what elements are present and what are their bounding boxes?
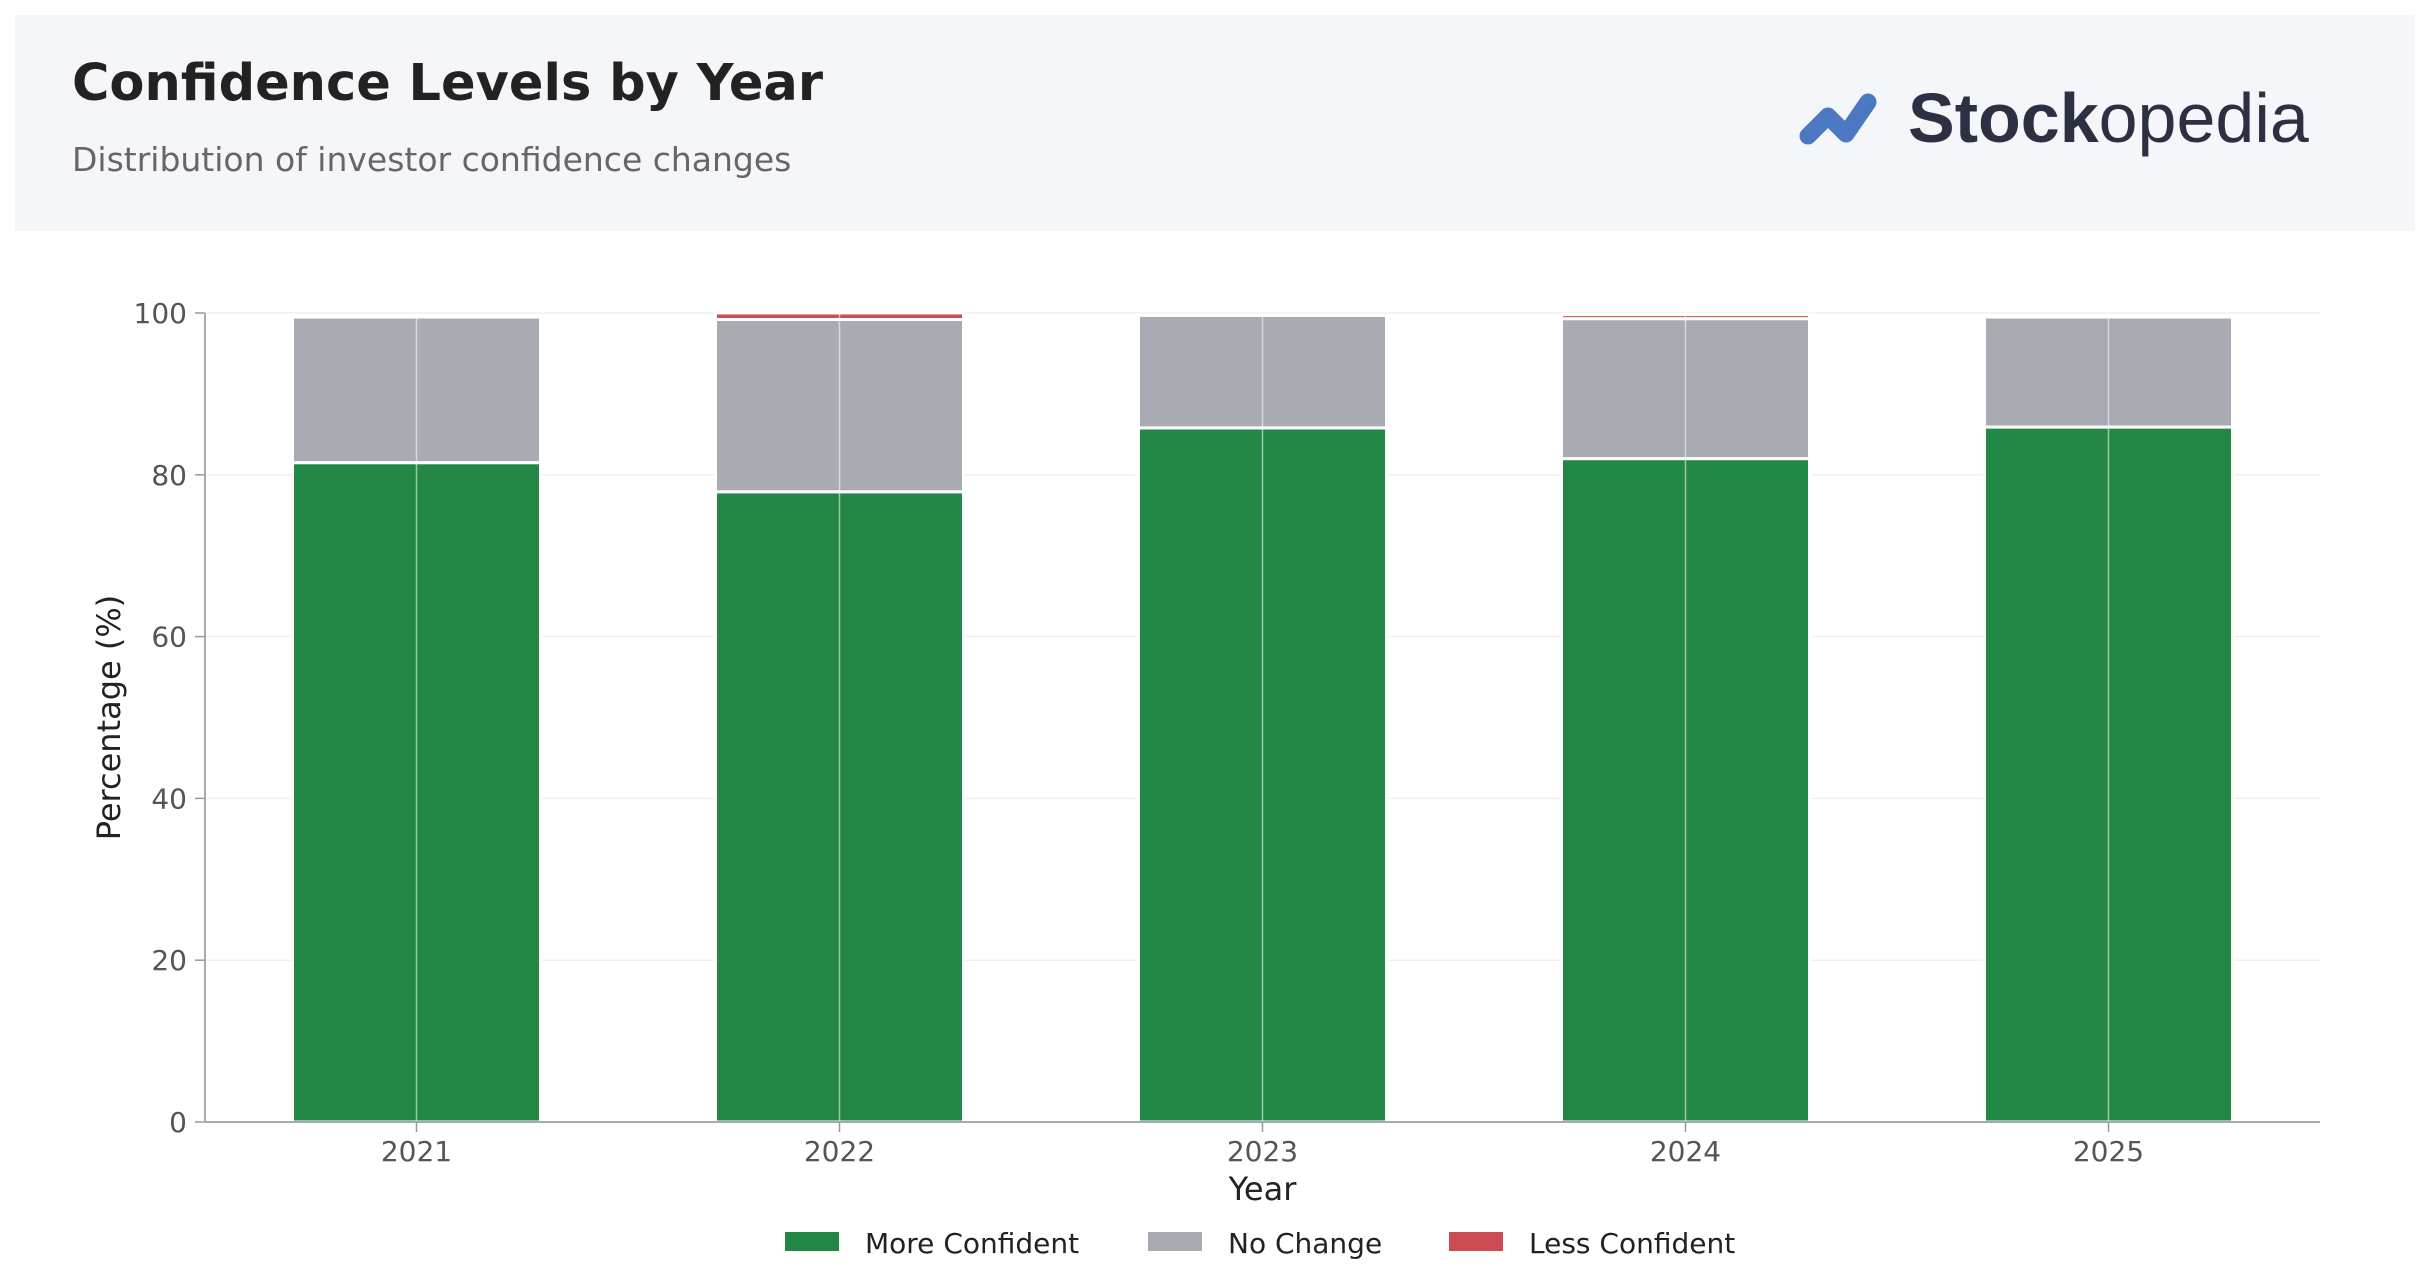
axes-layer: 0 20 40 60 80 100 2021 2022 2023 2024 2025 Year Perc… (90, 297, 2320, 1208)
y-tick-label: 40 (151, 782, 187, 815)
legend-label: Less Confident (1529, 1227, 1735, 1260)
legend-swatch-more-confident (785, 1232, 839, 1251)
chart-subtitle: Distribution of investor confidence chan… (72, 140, 792, 179)
chart-title: Confidence Levels by Year (72, 54, 823, 113)
x-axis-title: Year (1228, 1170, 1298, 1208)
vertical-grid-layer (415, 313, 2110, 1122)
legend-swatch-less-confident (1449, 1232, 1503, 1251)
legend: More Confident No Change Less Confident (785, 1227, 1735, 1260)
legend-item: More Confident (785, 1227, 1079, 1260)
x-tick-label: 2021 (381, 1135, 452, 1168)
x-tick-label: 2023 (1227, 1135, 1298, 1168)
y-axis-title: Percentage (%) (90, 595, 128, 841)
logo-text-bold: Stock (1908, 79, 2099, 157)
legend-label: More Confident (865, 1227, 1079, 1260)
header-panel (15, 15, 2415, 231)
x-tick-label: 2022 (804, 1135, 875, 1168)
y-tick-label: 100 (134, 297, 187, 330)
y-tick-label: 60 (151, 621, 187, 654)
logo-text-light: opedia (2099, 79, 2309, 157)
y-tick-label: 80 (151, 459, 187, 492)
logo-mark-icon (1799, 93, 1877, 145)
svg-text:Stockopedia: Stockopedia (1908, 79, 2309, 157)
legend-item: No Change (1148, 1227, 1382, 1260)
legend-item: Less Confident (1449, 1227, 1735, 1260)
x-tick-label: 2024 (1650, 1135, 1721, 1168)
y-tick-label: 0 (169, 1106, 187, 1139)
x-tick-label: 2025 (2073, 1135, 2144, 1168)
legend-label: No Change (1228, 1227, 1382, 1260)
y-tick-label: 20 (151, 944, 187, 977)
legend-swatch-no-change (1148, 1232, 1202, 1251)
stockopedia-logo: Stockopedia (1799, 79, 2309, 157)
